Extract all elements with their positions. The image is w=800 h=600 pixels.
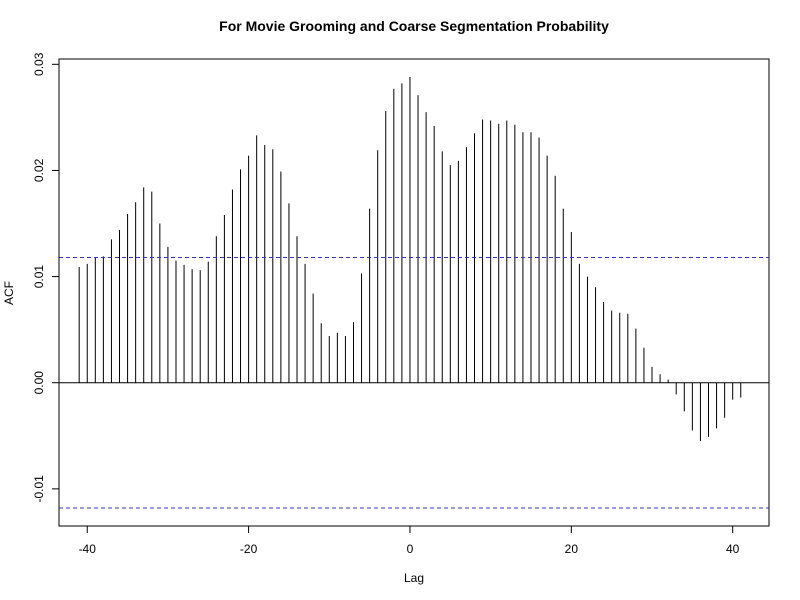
acf-bars xyxy=(59,77,769,442)
y-tick-label: -0.01 xyxy=(32,475,46,503)
plot-frame xyxy=(58,58,770,527)
chart-title: For Movie Grooming and Coarse Segmentati… xyxy=(219,18,609,34)
x-tick-label: 20 xyxy=(565,542,579,556)
x-tick-label: -40 xyxy=(79,542,97,556)
y-tick-label: 0.03 xyxy=(32,52,46,76)
x-axis: -40 -20 0 20 40 xyxy=(79,525,740,556)
x-tick-label: -20 xyxy=(240,542,258,556)
y-tick-label: 0.00 xyxy=(32,371,46,395)
y-tick-label: 0.01 xyxy=(32,265,46,289)
y-axis: -0.01 0.00 0.01 0.02 0.03 xyxy=(32,52,60,503)
confidence-bands xyxy=(59,256,769,509)
x-tick-label: 0 xyxy=(407,542,414,556)
y-tick-label: 0.02 xyxy=(32,158,46,182)
y-axis-label: ACF xyxy=(2,281,16,305)
x-tick-label: 40 xyxy=(726,542,740,556)
x-axis-label: Lag xyxy=(404,571,424,585)
